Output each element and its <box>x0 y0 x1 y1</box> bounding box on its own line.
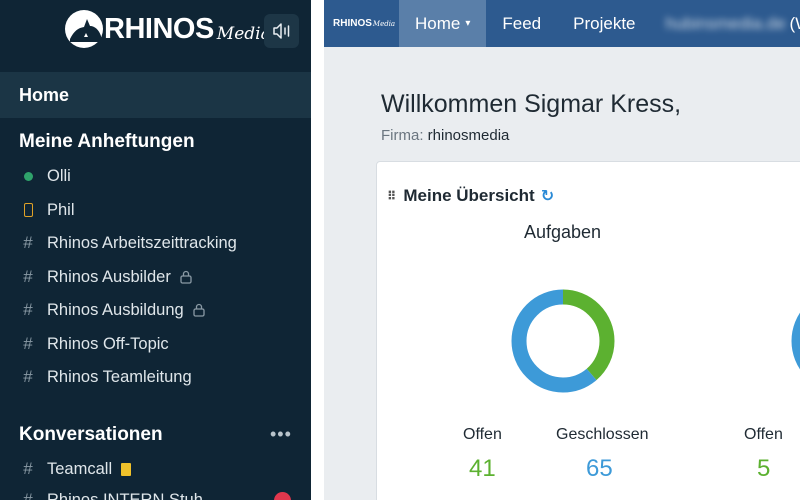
hash-icon: # <box>23 459 33 478</box>
note-icon <box>121 462 132 476</box>
chevron-down-icon: ▾ <box>465 18 471 29</box>
phone-icon <box>20 203 36 217</box>
overview-card: ⠿ Meine Übersicht ↻ Aufgaben Offen 41 Ge… <box>376 161 800 500</box>
page-title: Willkommen Sigmar Kress, <box>381 90 682 118</box>
tasks-donut-chart <box>511 289 615 393</box>
navbar-logo[interactable]: RHINOS Media ▾ <box>324 0 405 47</box>
sidebar-item-phil[interactable]: Phil <box>0 194 311 226</box>
sidebar-item-label: Teamcall <box>47 459 113 478</box>
sidebar-item-label: Rhinos Off-Topic <box>47 334 169 353</box>
sidebar-item-teamleitung[interactable]: # Rhinos Teamleitung <box>0 361 311 393</box>
stat-value-offen-2: 5 <box>757 455 771 482</box>
top-navbar: RHINOS Media ▾ Home ▾ Feed Projekte hubi… <box>324 0 800 47</box>
hash-icon: # <box>23 267 33 286</box>
brand-logo[interactable]: RHINOS Media <box>64 9 271 49</box>
hash-icon: # <box>23 233 33 252</box>
company-line: Firma: rhinosmedia <box>381 127 509 144</box>
lock-icon <box>180 270 192 284</box>
sidebar-item-label: Rhinos Arbeitszeittracking <box>47 233 237 252</box>
overview-title: Meine Übersicht <box>403 186 535 205</box>
speaker-icon <box>272 23 289 39</box>
hash-icon: # <box>23 300 33 319</box>
stat-value-offen: 41 <box>469 455 496 482</box>
sidebar-item-label: Rhinos Ausbilder <box>47 267 171 286</box>
sidebar-item-ausbildung[interactable]: # Rhinos Ausbildung <box>0 294 311 326</box>
second-donut-chart <box>791 312 800 370</box>
sound-toggle-button[interactable] <box>264 14 299 48</box>
nav-home-label: Home <box>415 13 461 33</box>
chart-title: Aufgaben <box>524 222 602 242</box>
sidebar-item-label: Rhinos INTERN Stuh <box>47 490 203 500</box>
sidebar-item-intern[interactable]: # Rhinos INTERN Stuh <box>0 484 311 500</box>
main-panel: RHINOS Media ▾ Home ▾ Feed Projekte hubi… <box>324 0 800 500</box>
stat-label-offen-2: Offen <box>744 426 783 443</box>
navbar-logo-text: RHINOS <box>333 18 372 29</box>
nav-account-blurred: hubinsmedia.de <box>665 13 786 33</box>
hash-icon: # <box>23 334 33 353</box>
more-options-icon[interactable]: ••• <box>270 424 292 444</box>
nav-home[interactable]: Home ▾ <box>399 0 487 47</box>
conversations-section-title: Konversationen <box>19 424 163 445</box>
hash-icon: # <box>23 367 33 386</box>
sidebar-item-label: Rhinos Ausbildung <box>47 300 184 319</box>
stat-label-offen: Offen <box>463 426 502 443</box>
lock-icon <box>193 303 205 317</box>
brand-sub: Media <box>216 23 271 44</box>
sidebar-item-teamcall[interactable]: # Teamcall <box>0 453 311 485</box>
hash-icon: # <box>23 490 33 500</box>
refresh-icon[interactable]: ↻ <box>540 188 555 205</box>
nav-account[interactable]: hubinsmedia.de (W <box>666 0 800 47</box>
sidebar-item-label: Rhinos Teamleitung <box>47 367 192 386</box>
sidebar-item-ausbilder[interactable]: # Rhinos Ausbilder <box>0 261 311 293</box>
status-dot-icon <box>20 171 36 181</box>
sidebar-item-olli[interactable]: Olli <box>0 160 311 192</box>
overview-card-header: ⠿ Meine Übersicht ↻ <box>387 186 554 206</box>
stat-label-geschlossen: Geschlossen <box>556 426 649 443</box>
sidebar: RHINOS Media Home Meine Anheftungen Olli… <box>0 0 311 500</box>
sidebar-item-label: Olli <box>47 166 71 185</box>
donut-slice-geschlossen[interactable] <box>511 289 615 393</box>
navbar-logo-sub: Media <box>372 19 396 28</box>
sidebar-item-label: Phil <box>47 200 75 219</box>
nav-feed[interactable]: Feed <box>502 13 542 33</box>
unread-badge <box>274 492 291 500</box>
sidebar-header: RHINOS Media <box>0 0 311 62</box>
sidebar-item-home[interactable]: Home <box>0 72 311 118</box>
sidebar-item-off-topic[interactable]: # Rhinos Off-Topic <box>0 328 311 360</box>
stat-value-geschlossen: 65 <box>586 455 613 482</box>
brand-name: RHINOS <box>104 13 214 45</box>
nav-projekte[interactable]: Projekte <box>573 13 636 33</box>
rhino-logo-icon <box>65 10 103 48</box>
drag-handle-icon[interactable]: ⠿ <box>387 189 396 203</box>
sidebar-item-arbeitszeittracking[interactable]: # Rhinos Arbeitszeittracking <box>0 227 311 259</box>
company-value: rhinosmedia <box>427 127 510 144</box>
pins-section-title: Meine Anheftungen <box>19 131 195 152</box>
nav-account-suffix: (W <box>789 13 800 33</box>
company-label: Firma: <box>381 127 424 144</box>
